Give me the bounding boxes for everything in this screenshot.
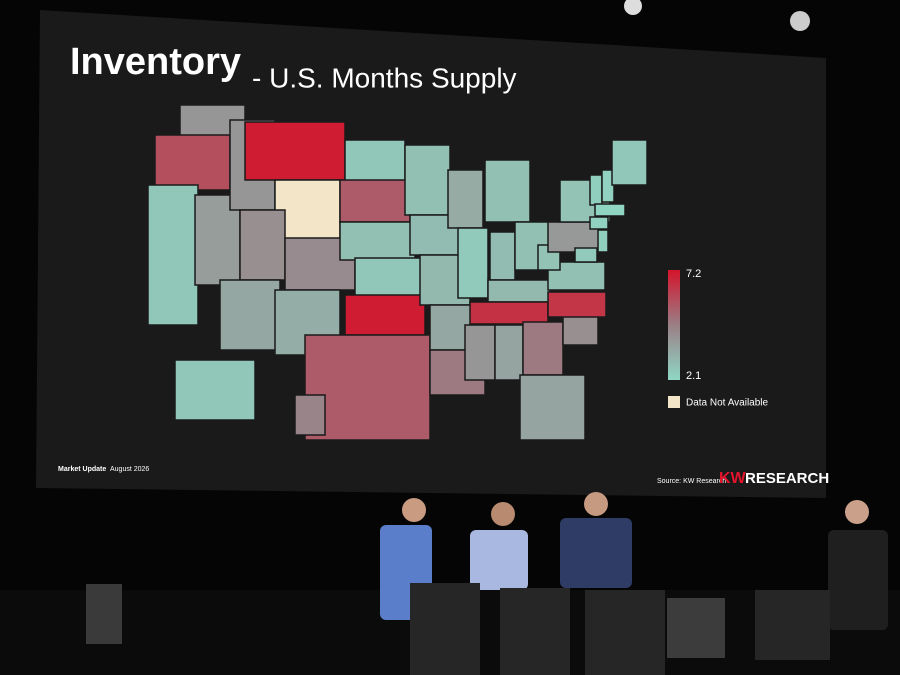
state (494, 324, 524, 381)
state (597, 229, 609, 253)
us-map (147, 104, 648, 441)
podium (410, 583, 480, 675)
state (339, 221, 416, 261)
state (487, 279, 551, 303)
state (469, 301, 549, 325)
person (560, 518, 632, 588)
person (470, 530, 528, 590)
person (828, 530, 888, 630)
brand-research: RESEARCH (745, 470, 829, 487)
footer-source: Source: KW Research (657, 478, 726, 485)
state (522, 321, 564, 376)
person-head (845, 500, 869, 524)
podium (500, 588, 570, 675)
state (447, 169, 484, 229)
state (464, 324, 496, 381)
legend-max: 7.2 (686, 268, 701, 280)
state (154, 134, 231, 191)
footer-date: August 2026 (110, 466, 149, 473)
state (484, 159, 531, 223)
state (239, 209, 286, 281)
podium (755, 590, 830, 660)
footer-left: Market Update (58, 466, 106, 473)
state (519, 374, 586, 441)
state (354, 257, 431, 297)
podium (585, 590, 665, 675)
chair (86, 584, 122, 644)
state (294, 394, 326, 436)
state (611, 139, 648, 186)
stage (0, 492, 900, 675)
state (457, 227, 489, 299)
state (404, 144, 451, 216)
state (547, 291, 607, 318)
spotlight (790, 11, 810, 31)
slide-title: Inventory (70, 41, 241, 83)
person-head (584, 492, 608, 516)
state (304, 334, 431, 441)
state (562, 314, 599, 346)
state (147, 184, 199, 326)
state (344, 294, 426, 336)
state (601, 169, 615, 203)
monitor (667, 598, 725, 658)
slide-subtitle: - U.S. Months Supply (252, 62, 517, 93)
legend-na-label: Data Not Available (686, 398, 769, 409)
state (344, 139, 406, 183)
state (219, 279, 281, 351)
legend-na-swatch (668, 396, 680, 408)
state (574, 247, 598, 263)
spotlight (624, 0, 642, 15)
state (489, 231, 516, 281)
state (339, 179, 411, 223)
person-head (491, 502, 515, 526)
person-head (402, 498, 426, 522)
state (594, 203, 626, 217)
brand-kw: KW (719, 470, 747, 487)
state (244, 121, 346, 181)
legend-scale (668, 270, 680, 380)
state (589, 174, 603, 206)
state (174, 359, 256, 421)
state (547, 261, 606, 291)
legend-min: 2.1 (686, 370, 701, 382)
state (589, 216, 609, 230)
